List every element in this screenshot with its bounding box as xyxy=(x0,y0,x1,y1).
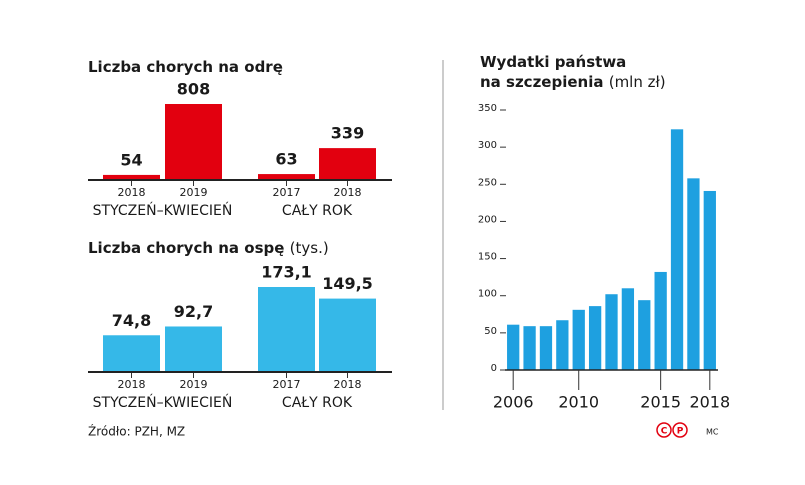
x-tick-label: 2018 xyxy=(689,393,730,412)
bar xyxy=(703,190,716,370)
logo-ring xyxy=(656,422,672,438)
data-label: 808 xyxy=(177,80,210,99)
title-text: Wydatki państwa xyxy=(480,53,626,71)
x-tick-label: 2017 xyxy=(273,378,301,391)
title-text: Liczba chorych na odrę xyxy=(88,58,283,76)
y-tick-label: 150 xyxy=(478,252,497,263)
data-label: 54 xyxy=(120,150,142,169)
group-label: STYCZEŃ–KWIECIEŃ xyxy=(93,201,233,219)
subtitle: (tys.) xyxy=(290,239,329,257)
bar xyxy=(507,324,520,370)
y-tick-label: 100 xyxy=(478,289,497,300)
y-tick-label: 250 xyxy=(478,177,497,188)
x-tick-label: 2018 xyxy=(334,378,362,391)
bar xyxy=(572,309,585,370)
bar xyxy=(319,298,376,372)
bar xyxy=(258,287,315,372)
x-tick-label: 2018 xyxy=(118,186,146,199)
x-tick-label: 2010 xyxy=(558,393,599,412)
bar xyxy=(165,326,222,372)
x-tick-label: 2019 xyxy=(180,378,208,391)
x-tick-label: 2019 xyxy=(180,186,208,199)
y-tick-label: 300 xyxy=(478,140,497,151)
x-tick-label: 2015 xyxy=(640,393,681,412)
data-label: 63 xyxy=(275,150,297,169)
source: Źródło: PZH, MZ xyxy=(88,424,185,439)
bar xyxy=(539,326,553,370)
data-label: 74,8 xyxy=(112,311,151,330)
bar xyxy=(621,288,635,370)
bar xyxy=(687,178,700,370)
bar xyxy=(638,300,651,370)
y-tick-label: 200 xyxy=(478,214,497,225)
bar xyxy=(103,174,160,180)
data-label: 149,5 xyxy=(322,274,373,293)
bar xyxy=(165,104,222,180)
chart-title: Wydatki państwa xyxy=(480,53,626,71)
x-tick-label: 2006 xyxy=(493,393,534,412)
bar xyxy=(103,335,160,372)
subtitle: (mln zł) xyxy=(609,73,666,91)
y-tick-label: 0 xyxy=(491,363,497,374)
x-tick-label: 2018 xyxy=(334,186,362,199)
group-label: CAŁY ROK xyxy=(282,203,353,219)
y-tick-label: 350 xyxy=(478,103,497,114)
title-text: na szczepienia xyxy=(480,73,603,91)
data-label: 92,7 xyxy=(174,302,213,321)
bar xyxy=(588,306,602,370)
x-tick-label: 2018 xyxy=(118,378,146,391)
bar xyxy=(654,271,667,370)
bar xyxy=(556,320,569,370)
chart-title: Liczba chorych na odrę xyxy=(88,58,283,76)
title-text: Liczba chorych na ospę xyxy=(88,239,284,257)
bar xyxy=(523,326,536,370)
credit: MC xyxy=(706,428,719,437)
bar xyxy=(605,294,618,370)
chart-title: na szczepienia (mln zł) xyxy=(480,73,666,91)
bar xyxy=(670,129,684,370)
logo-ring xyxy=(672,422,688,438)
bar xyxy=(258,174,315,180)
chart-title: Liczba chorych na ospę (tys.) xyxy=(88,239,329,257)
group-label: CAŁY ROK xyxy=(282,395,353,411)
data-label: 339 xyxy=(331,124,364,143)
bar xyxy=(319,148,376,180)
logo-letter: P xyxy=(677,427,684,437)
group-label: STYCZEŃ–KWIECIEŃ xyxy=(93,393,233,411)
logo-letter: C xyxy=(661,427,668,437)
data-label: 173,1 xyxy=(261,263,312,282)
x-tick-label: 2017 xyxy=(273,186,301,199)
y-tick-label: 50 xyxy=(484,326,497,337)
